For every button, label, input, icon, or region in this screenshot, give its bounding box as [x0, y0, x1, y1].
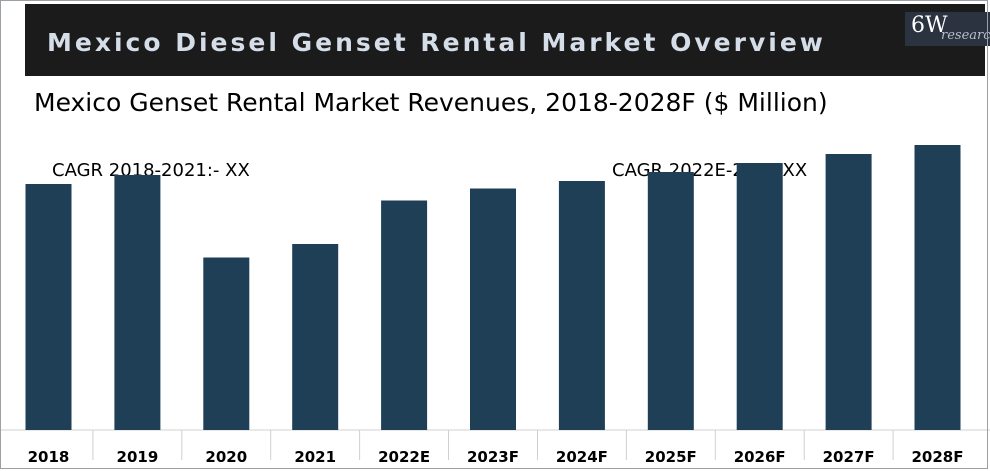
brand-logo: 6W research: [905, 12, 990, 46]
bar-2027F: [825, 154, 872, 430]
x-tick-label-2026F: 2026F: [734, 448, 786, 466]
x-tick-label-2025F: 2025F: [645, 448, 697, 466]
bar-2021: [292, 244, 339, 430]
bar-2019: [114, 175, 161, 430]
x-tick-label-2022E: 2022E: [378, 448, 430, 466]
x-tick-label-2028F: 2028F: [912, 448, 964, 466]
bar-2020: [203, 257, 250, 430]
bar-2028F: [914, 145, 961, 430]
bar-2018: [25, 184, 72, 430]
x-tick-label-2024F: 2024F: [556, 448, 608, 466]
x-tick-label-2018: 2018: [28, 448, 70, 466]
logo-research-text: research: [941, 28, 990, 43]
bar-2024F: [558, 181, 605, 430]
logo-6w-text: 6W: [911, 13, 948, 38]
cagr-left-annotation: CAGR 2018-2021:- XX: [52, 160, 250, 181]
x-tick-label-2019: 2019: [117, 448, 159, 466]
x-tick-label-2021: 2021: [294, 448, 336, 466]
title-banner: Mexico Diesel Genset Rental Market Overv…: [25, 4, 990, 76]
bar-2023F: [470, 188, 516, 430]
x-tick-label-2027F: 2027F: [823, 448, 875, 466]
bar-2026F: [736, 163, 783, 430]
bar-2025F: [647, 172, 694, 430]
x-tick-label-2023F: 2023F: [467, 448, 519, 466]
chart-title: Mexico Genset Rental Market Revenues, 20…: [34, 88, 828, 117]
x-tick-label-2020: 2020: [205, 448, 247, 466]
banner-title: Mexico Diesel Genset Rental Market Overv…: [47, 28, 826, 57]
bar-2022E: [381, 200, 428, 430]
